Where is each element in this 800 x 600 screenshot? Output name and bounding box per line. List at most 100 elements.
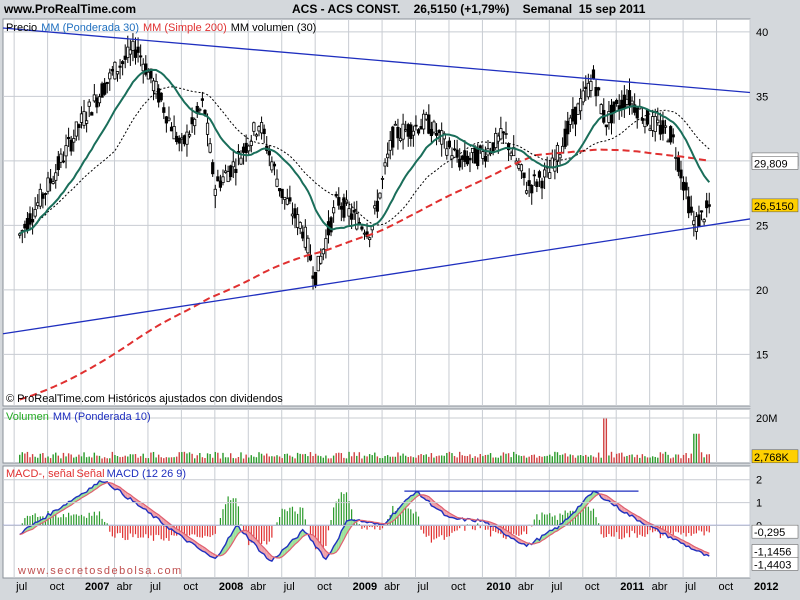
macd-fill-segment (333, 542, 337, 554)
macd-fill-segment (269, 553, 272, 562)
candle-body (465, 155, 470, 165)
title-bar: www.ProRealTime.com ACS - ACS CONST. 26,… (0, 0, 800, 18)
macd-tick-label: 1 (756, 498, 762, 510)
candle-body (164, 116, 168, 124)
candle-body (97, 96, 102, 104)
x-tick-label: 2010 (486, 581, 510, 593)
candle-body (311, 275, 315, 279)
candle-body (468, 157, 472, 161)
candle-body (254, 134, 259, 137)
candle-body (524, 190, 529, 194)
candle-body (558, 154, 562, 159)
macd-fill-segment (449, 513, 452, 518)
candle-body (391, 126, 395, 148)
macd-marker-label: -0,295 (754, 527, 785, 539)
candle-body (308, 254, 313, 261)
candle-body (699, 210, 704, 213)
candle-body (293, 208, 297, 219)
candle-body (290, 213, 295, 217)
candle-body (169, 126, 174, 132)
candle-body (681, 181, 686, 191)
candle-body (33, 209, 37, 217)
x-tick-label: jul (417, 581, 429, 593)
candle-body (241, 146, 246, 153)
candle-body (298, 222, 302, 229)
candle-body (347, 208, 351, 217)
candle-body (519, 164, 524, 172)
footnote: © ProRealTime.com Históricos ajustados c… (6, 393, 283, 405)
candle-body (658, 124, 662, 135)
candle-body (59, 153, 63, 163)
candle-body (509, 152, 513, 157)
volume-ma-line (19, 86, 710, 235)
candle-body (483, 155, 488, 162)
last-price: 26,5150 (+1,79%) (413, 2, 510, 16)
candle-body (131, 40, 135, 51)
candle-body (82, 111, 86, 126)
candle-body (113, 61, 117, 80)
candle-body (38, 188, 42, 207)
x-tick-label: abr (250, 581, 266, 593)
price-tick-label: 25 (756, 220, 768, 232)
macd-tick-label: 2 (756, 475, 762, 487)
candle-body (51, 181, 55, 184)
site-name: www.ProRealTime.com (4, 2, 137, 16)
macd-fill-segment (143, 503, 146, 510)
candle-body (388, 139, 392, 151)
candle-body (85, 120, 89, 124)
x-tick-label: 2012 (754, 581, 778, 593)
legend-item: MM volumen (30) (231, 22, 317, 34)
price-marker (751, 156, 799, 170)
candle-body (452, 148, 457, 151)
candle-body (635, 107, 639, 119)
candle-body (23, 223, 27, 229)
sma-200-line (19, 148, 710, 401)
candle-body (157, 88, 161, 103)
macd-fill-segment (593, 491, 597, 498)
candle-body (146, 71, 150, 80)
candle-body (586, 82, 590, 98)
candle-body (285, 198, 289, 205)
candle-body (429, 128, 433, 137)
candle-body (697, 214, 701, 228)
candle-body (373, 205, 377, 209)
candle-body (211, 162, 215, 175)
candle-body (458, 158, 462, 168)
x-tick-label: abr (116, 581, 132, 593)
candle-body (470, 147, 475, 153)
candle-body (522, 172, 526, 179)
candle-body (687, 196, 691, 214)
candle-body (123, 55, 127, 60)
candle-body (615, 99, 619, 104)
x-tick-label: 2011 (620, 581, 644, 593)
candle-body (136, 46, 140, 53)
candle-body (198, 108, 202, 111)
candle-body (295, 214, 300, 228)
candle-body (383, 162, 387, 167)
candle-body (208, 143, 212, 153)
candle-body (252, 122, 256, 132)
candle-body (128, 49, 132, 55)
candle-body (563, 128, 567, 147)
candle-body (506, 143, 511, 151)
candle-body (200, 98, 205, 101)
macd-fill-segment (171, 525, 175, 532)
candle-body (342, 197, 346, 218)
candle-body (350, 213, 354, 220)
candle-body (100, 83, 104, 98)
price-tick-label: 20 (756, 285, 768, 297)
candle-body (460, 155, 464, 160)
candle-body (180, 137, 184, 140)
candle-body (226, 171, 230, 183)
price-tick-label: 40 (756, 27, 768, 39)
candle-body (277, 188, 282, 192)
candle-body (406, 124, 410, 137)
macd-legend-item: Señal (76, 468, 104, 480)
candle-body (527, 180, 531, 187)
candle-body (504, 133, 508, 135)
candle-body (175, 135, 179, 143)
candle-body (280, 188, 284, 199)
candle-body (159, 92, 163, 101)
candle-body (651, 116, 655, 131)
macd-marker-label: -1,1456 (754, 547, 791, 559)
